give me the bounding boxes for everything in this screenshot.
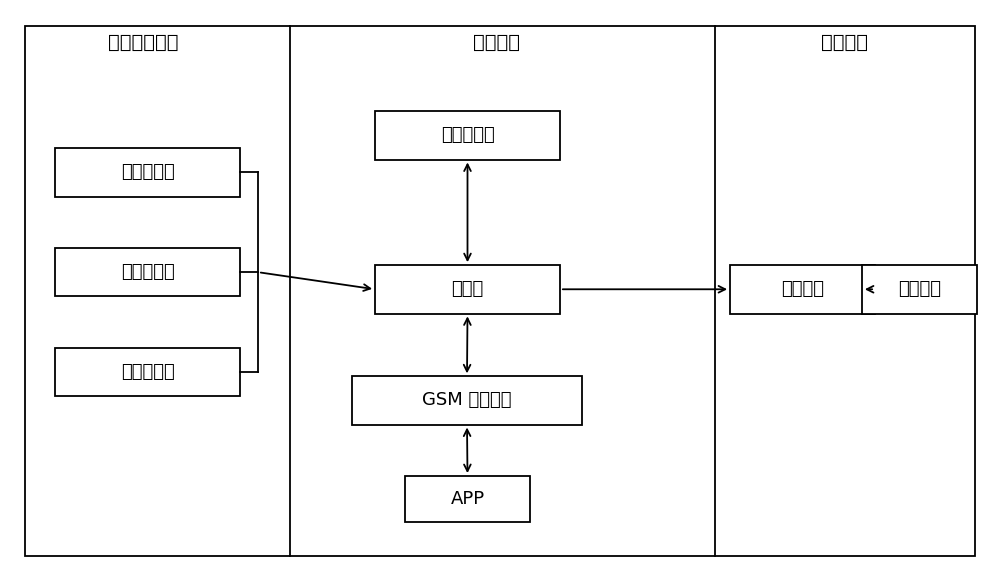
Bar [55,348,240,396]
Bar [405,476,530,522]
Text: 信号采集组件: 信号采集组件 [108,33,178,52]
Text: 流量传感器: 流量传感器 [121,363,174,381]
Bar [55,248,240,296]
Bar [375,265,560,314]
Text: 单片机: 单片机 [451,280,484,298]
Text: 电磁阀门: 电磁阀门 [898,280,941,298]
Bar [375,111,560,160]
Text: 放大电路: 放大电路 [781,280,824,298]
Text: 执行组件: 执行组件 [822,33,868,52]
Text: 高度传感器: 高度传感器 [121,164,174,181]
Bar [730,265,875,314]
Text: 速度传感器: 速度传感器 [121,263,174,281]
Text: 操作显示板: 操作显示板 [441,127,494,144]
Text: 控制组件: 控制组件 [474,33,520,52]
Bar [862,265,977,314]
Bar [55,148,240,197]
Bar [352,376,582,425]
Text: APP: APP [450,490,485,508]
Text: GSM 通信模块: GSM 通信模块 [422,392,512,409]
